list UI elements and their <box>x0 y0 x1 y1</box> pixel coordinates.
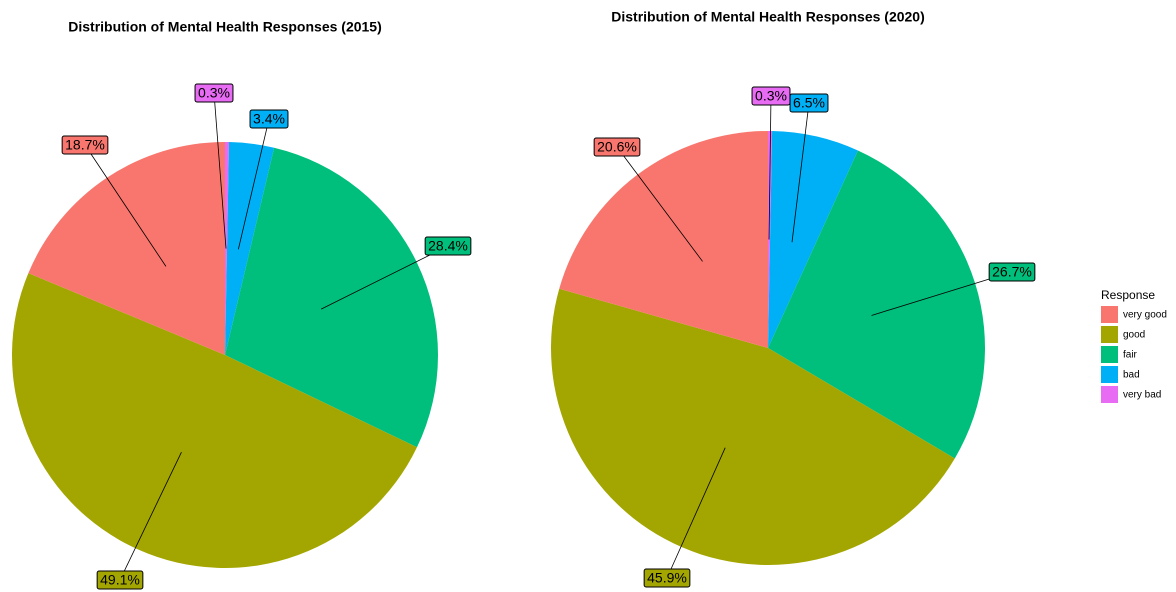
label-text: 20.6% <box>597 139 637 155</box>
label-box <box>751 86 791 106</box>
data-label: 26.7% <box>988 262 1036 282</box>
legend-label: good <box>1123 330 1145 341</box>
pie-slice <box>768 131 773 348</box>
label-box <box>194 83 234 103</box>
chart-title: Distribution of Mental Health Responses … <box>611 9 925 25</box>
legend-label: fair <box>1123 350 1138 361</box>
chart-title: Distribution of Mental Health Responses … <box>68 19 382 35</box>
legend-label: bad <box>1123 370 1140 381</box>
data-label: 3.4% <box>249 109 289 129</box>
label-text: 3.4% <box>253 111 285 127</box>
label-text: 28.4% <box>428 238 468 254</box>
legend-swatch <box>1101 386 1118 403</box>
leader-line <box>791 102 810 243</box>
legend-swatch <box>1101 346 1118 363</box>
label-text: 49.1% <box>100 572 140 588</box>
leader-line <box>871 271 1013 316</box>
legend-swatch <box>1101 326 1118 343</box>
label-box <box>988 262 1036 282</box>
pie-slice <box>225 147 438 448</box>
label-box <box>61 135 109 155</box>
label-box <box>96 570 144 590</box>
label-text: 18.7% <box>65 137 105 153</box>
pie-slice <box>28 142 225 355</box>
legend-title: Response <box>1101 288 1155 302</box>
data-label: 0.3% <box>751 86 791 106</box>
label-box <box>643 568 691 588</box>
pie-slice <box>559 130 768 348</box>
label-text: 6.5% <box>793 95 825 111</box>
leader-line <box>84 144 167 267</box>
data-label: 0.3% <box>194 83 234 103</box>
leader-line <box>616 146 703 262</box>
pie-slice <box>12 273 417 568</box>
label-text: 45.9% <box>647 570 687 586</box>
pie-slice <box>768 131 858 348</box>
leader-line <box>768 95 772 240</box>
label-text: 0.3% <box>198 85 230 101</box>
legend-swatch <box>1101 366 1118 383</box>
data-label: 45.9% <box>643 568 691 588</box>
data-label: 18.7% <box>61 135 109 155</box>
label-box <box>424 236 472 256</box>
label-text: 26.7% <box>992 264 1032 280</box>
data-label: 49.1% <box>96 570 144 590</box>
leader-line <box>666 447 726 579</box>
legend-label: very bad <box>1123 390 1161 401</box>
label-box <box>593 137 641 157</box>
pie-slice <box>225 142 230 355</box>
label-box <box>249 109 289 129</box>
leader-line <box>213 92 227 249</box>
pie-slice <box>551 288 955 565</box>
pie-slice <box>225 142 275 355</box>
leader-line <box>320 245 449 310</box>
legend-swatch <box>1101 306 1118 323</box>
leader-line <box>237 118 270 250</box>
data-label: 28.4% <box>424 236 472 256</box>
pie-slice <box>768 150 985 459</box>
data-label: 6.5% <box>789 93 829 113</box>
leader-line <box>119 452 182 581</box>
label-text: 0.3% <box>755 88 787 104</box>
data-label: 20.6% <box>593 137 641 157</box>
legend-label: very good <box>1123 310 1167 321</box>
